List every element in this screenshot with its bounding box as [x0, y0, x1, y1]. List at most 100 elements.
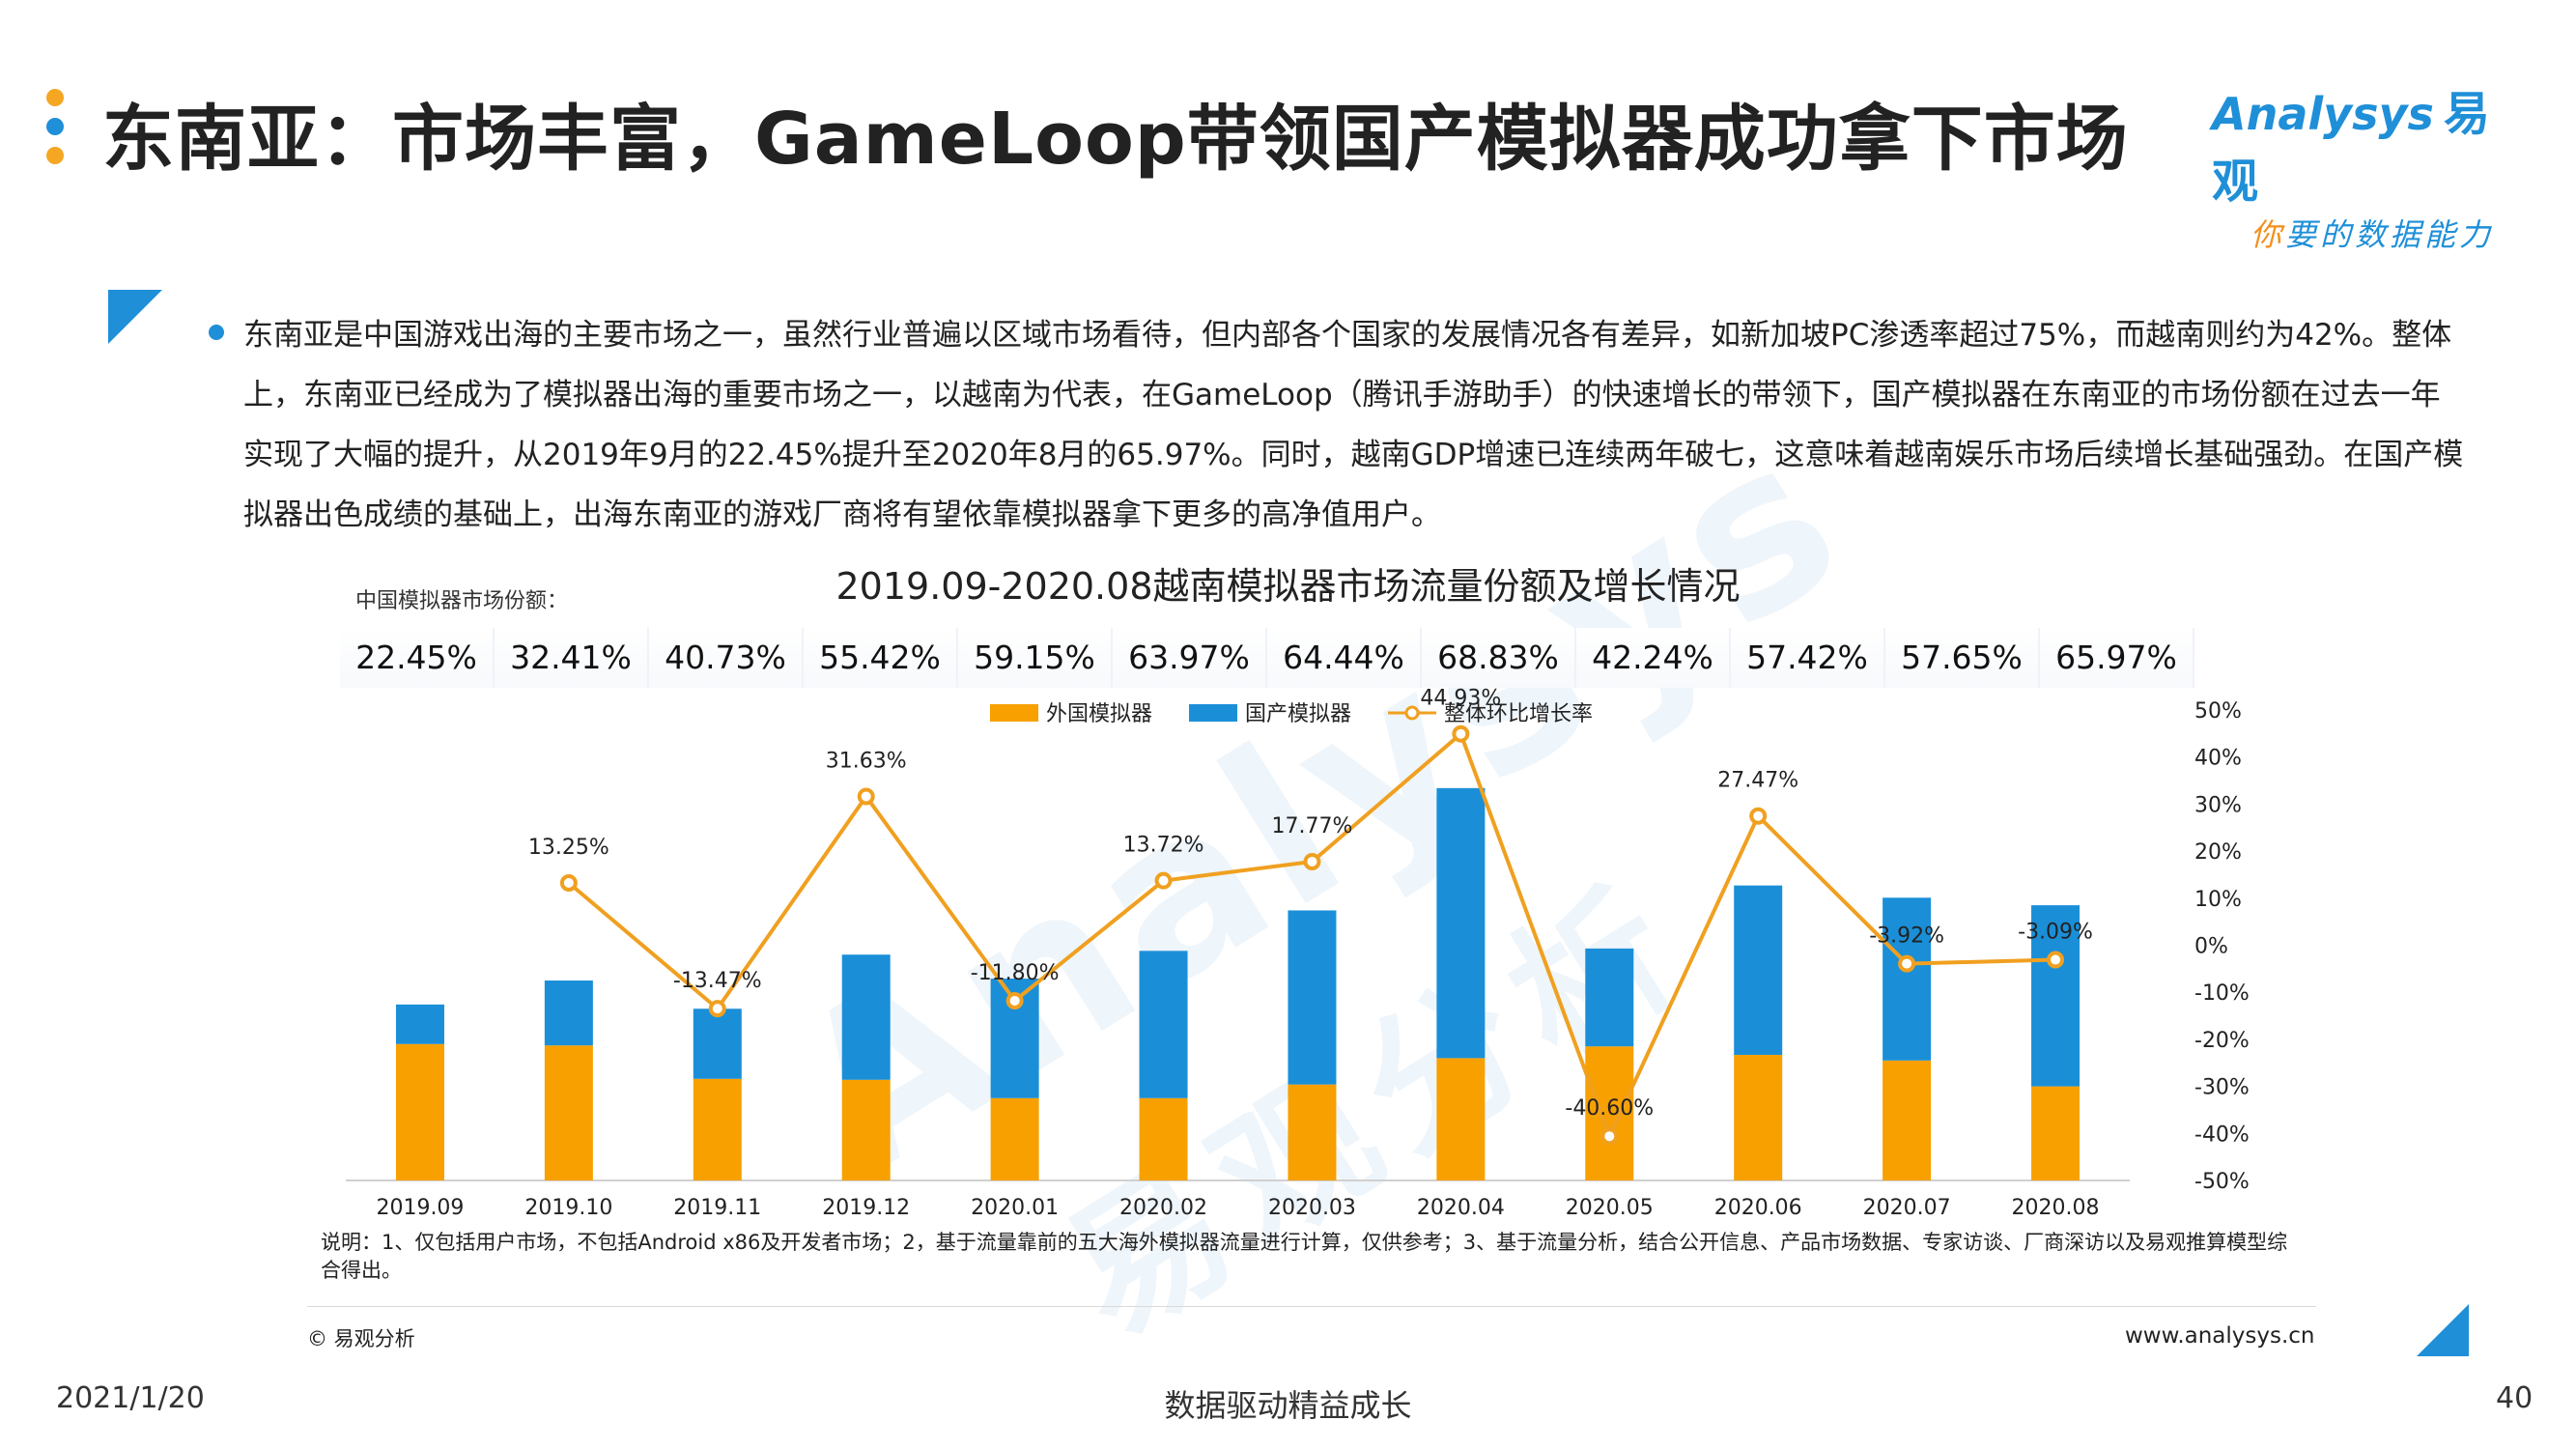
- bar-domestic: [1139, 951, 1188, 1098]
- y-right-tick-label: 0%: [2194, 935, 2228, 959]
- growth-point: [1005, 991, 1024, 1009]
- bar-foreign: [1882, 1060, 1932, 1180]
- growth-point: [2047, 951, 2065, 969]
- share-cell: 22.45%: [340, 628, 495, 688]
- y-right-tick-label: 10%: [2194, 888, 2242, 912]
- bar-domestic: [1734, 885, 1783, 1055]
- growth-data-label: 44.93%: [1420, 687, 1501, 711]
- growth-data-label: 13.72%: [1123, 834, 1204, 858]
- x-tick-label: 2019.09: [376, 1196, 464, 1220]
- bar-domestic: [1288, 910, 1337, 1085]
- bar-foreign: [1585, 1046, 1634, 1180]
- bar-foreign: [1139, 1097, 1188, 1180]
- bar-domestic: [841, 954, 891, 1080]
- growth-point: [1303, 852, 1321, 870]
- bar-domestic: [544, 980, 593, 1046]
- growth-data-label: -13.47%: [673, 969, 762, 993]
- growth-point: [1898, 954, 1916, 973]
- title-decoration-dots: [46, 89, 66, 176]
- y-right-tick-label: -50%: [2194, 1170, 2250, 1194]
- legend-marker: [1404, 705, 1420, 721]
- x-tick-label: 2020.08: [2012, 1196, 2100, 1220]
- growth-point: [1452, 724, 1470, 743]
- growth-point: [1749, 807, 1768, 825]
- legend-swatch: [1189, 704, 1237, 722]
- logo-slogan-rest: 要的数据能力: [2285, 216, 2495, 253]
- x-tick-label: 2019.11: [673, 1196, 761, 1220]
- growth-point: [857, 787, 875, 806]
- share-cell: 59.15%: [958, 628, 1113, 688]
- bar-foreign: [395, 1043, 444, 1180]
- corner-triangle-icon: [108, 290, 162, 344]
- footer-slogan: 数据驱动精益成长: [1164, 1387, 1412, 1424]
- dot-blue-icon: [46, 118, 64, 135]
- analysys-logo: Analysys 易观 你要的数据能力: [2212, 75, 2531, 253]
- share-cell: 68.83%: [1422, 628, 1576, 688]
- x-tick-label: 2019.10: [524, 1196, 612, 1220]
- x-tick-label: 2020.01: [971, 1196, 1059, 1220]
- growth-data-label: 13.25%: [528, 836, 609, 860]
- growth-data-label: 31.63%: [826, 749, 907, 773]
- logo-slogan: 你要的数据能力: [2250, 211, 2531, 255]
- legend-label: 整体环比增长率: [1444, 702, 1593, 726]
- growth-data-label: -40.60%: [1565, 1096, 1654, 1121]
- bar-foreign: [1436, 1058, 1486, 1180]
- y-right-tick-label: 20%: [2194, 840, 2242, 865]
- x-tick-label: 2020.04: [1417, 1196, 1505, 1220]
- bar-domestic: [2031, 905, 2081, 1087]
- share-cell: 65.97%: [2040, 628, 2194, 688]
- share-cell: 42.24%: [1576, 628, 1731, 688]
- y-right-tick-label: -30%: [2194, 1076, 2250, 1100]
- share-cell: 64.44%: [1267, 628, 1422, 688]
- bar-foreign: [1734, 1054, 1783, 1180]
- source-label: © 易观分析: [307, 1327, 415, 1350]
- share-cell: 57.42%: [1731, 628, 1885, 688]
- legend-label: 国产模拟器: [1245, 702, 1351, 726]
- share-cell: 57.65%: [1885, 628, 2040, 688]
- share-label: 中国模拟器市场份额：: [355, 589, 569, 613]
- x-tick-label: 2020.05: [1566, 1196, 1654, 1220]
- x-tick-label: 2020.07: [1863, 1196, 1951, 1220]
- bar-foreign: [1288, 1084, 1337, 1180]
- x-tick-label: 2020.03: [1268, 1196, 1356, 1220]
- y-right-tick-label: 40%: [2194, 747, 2242, 771]
- share-cell: 40.73%: [649, 628, 804, 688]
- page-title: 东南亚：市场丰富，GameLoop带领国产模拟器成功拿下市场: [102, 98, 2129, 181]
- y-right-tick-label: -40%: [2194, 1122, 2250, 1147]
- share-cell: 55.42%: [804, 628, 958, 688]
- dot-orange-icon: [46, 89, 64, 106]
- page-number: 40: [2496, 1381, 2534, 1415]
- y-right-tick-label: 50%: [2194, 699, 2242, 724]
- growth-data-label: -11.80%: [971, 961, 1060, 985]
- share-cell: 32.41%: [495, 628, 649, 688]
- growth-data-label: -3.09%: [2018, 921, 2093, 945]
- legend-label: 外国模拟器: [1046, 702, 1152, 726]
- x-tick-label: 2019.12: [822, 1196, 910, 1220]
- growth-data-label: 27.47%: [1717, 769, 1798, 793]
- bar-domestic: [1882, 897, 1932, 1061]
- chart-title: 2019.09-2020.08越南模拟器市场流量份额及增长情况: [835, 565, 1741, 608]
- footer-date: 2021/1/20: [56, 1381, 205, 1415]
- growth-data-label: -3.92%: [1869, 924, 1944, 949]
- growth-point: [559, 873, 578, 892]
- y-right-tick-label: 30%: [2194, 793, 2242, 817]
- x-tick-label: 2020.02: [1119, 1196, 1207, 1220]
- logo-slogan-first: 你: [2250, 216, 2286, 253]
- y-right-tick-label: -10%: [2194, 981, 2250, 1006]
- intro-paragraph: 东南亚是中国游戏出海的主要市场之一，虽然行业普遍以区域市场看待，但内部各个国家的…: [243, 318, 2464, 532]
- website-label: www.analysys.cn: [2125, 1323, 2315, 1349]
- bar-domestic: [1436, 787, 1486, 1059]
- bar-domestic: [1585, 948, 1634, 1047]
- share-row: 22.45% 32.41% 40.73% 55.42% 59.15% 63.97…: [340, 628, 2194, 688]
- logo-zh: 易观: [2212, 87, 2490, 209]
- bar-foreign: [990, 1097, 1039, 1180]
- legend-swatch: [990, 704, 1038, 722]
- y-right-tick-label: -20%: [2194, 1029, 2250, 1053]
- bullet-icon: [209, 325, 224, 340]
- logo-en: Analysys: [2212, 88, 2434, 140]
- growth-point: [708, 1000, 726, 1018]
- growth-point: [1600, 1127, 1619, 1146]
- corner-triangle-icon: [2417, 1304, 2469, 1356]
- growth-data-label: 17.77%: [1272, 814, 1353, 838]
